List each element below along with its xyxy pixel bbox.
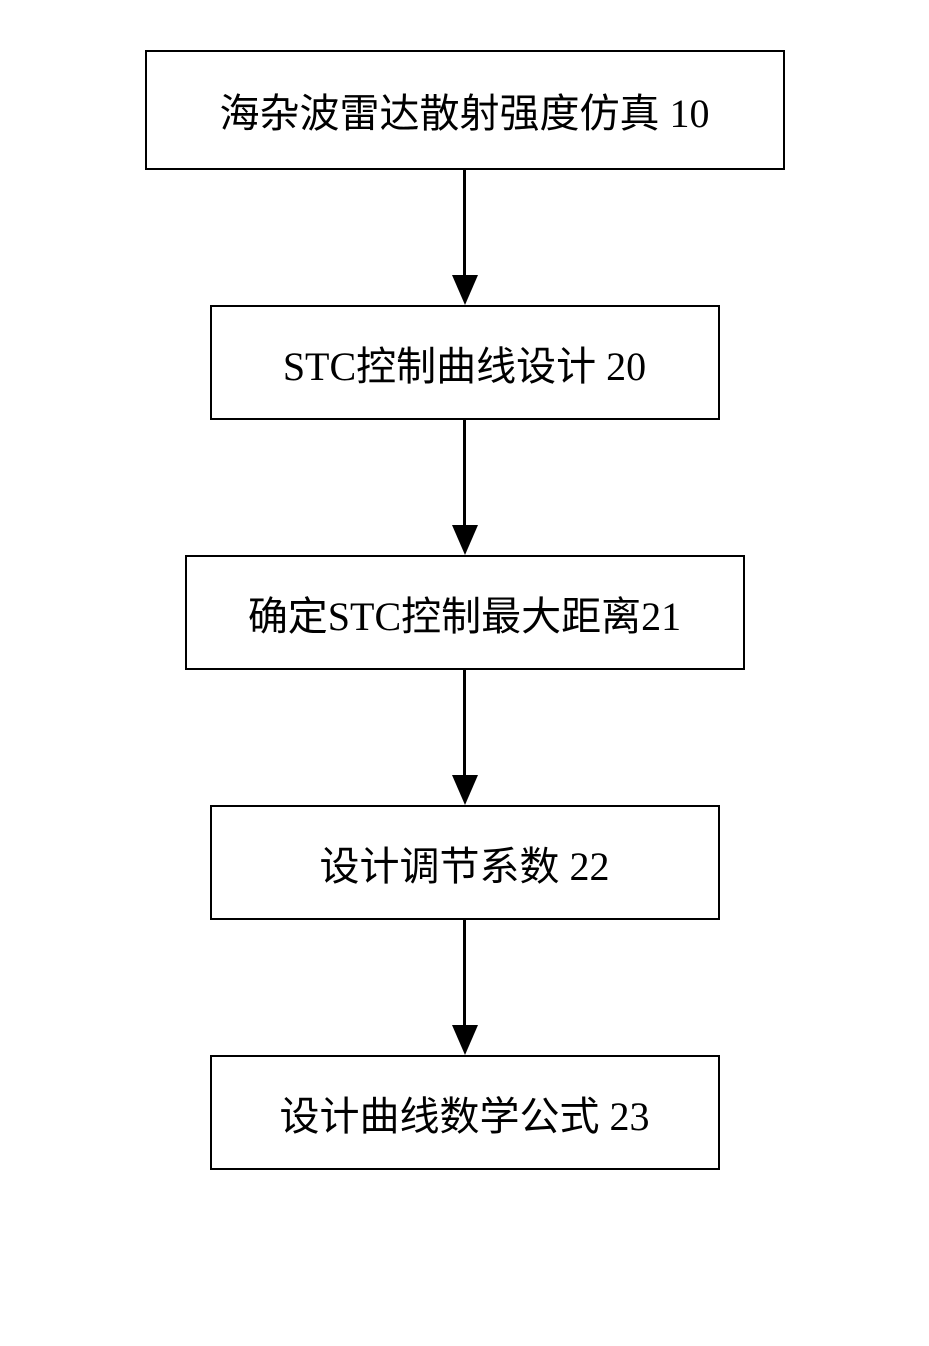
flowchart-arrow-4	[452, 920, 478, 1055]
node-label: 设计调节系数 22	[320, 834, 610, 892]
flowchart-arrow-1	[452, 170, 478, 305]
node-label: 海杂波雷达散射强度仿真 10	[220, 81, 710, 139]
arrow-head-icon	[452, 1025, 478, 1055]
arrow-line	[463, 670, 466, 775]
flowchart-node-3: 确定STC控制最大距离21	[185, 555, 745, 670]
flowchart-node-2: STC控制曲线设计 20	[210, 305, 720, 420]
flowchart-node-5: 设计曲线数学公式 23	[210, 1055, 720, 1170]
arrow-line	[463, 170, 466, 275]
flowchart-arrow-3	[452, 670, 478, 805]
node-label: 设计曲线数学公式 23	[280, 1084, 650, 1142]
node-label: 确定STC控制最大距离21	[248, 584, 681, 642]
flowchart-container: 海杂波雷达散射强度仿真 10 STC控制曲线设计 20 确定STC控制最大距离2…	[0, 50, 929, 1170]
arrow-head-icon	[452, 275, 478, 305]
flowchart-node-4: 设计调节系数 22	[210, 805, 720, 920]
node-label: STC控制曲线设计 20	[283, 334, 646, 392]
arrow-head-icon	[452, 775, 478, 805]
flowchart-node-1: 海杂波雷达散射强度仿真 10	[145, 50, 785, 170]
flowchart-arrow-2	[452, 420, 478, 555]
arrow-line	[463, 420, 466, 525]
arrow-head-icon	[452, 525, 478, 555]
arrow-line	[463, 920, 466, 1025]
